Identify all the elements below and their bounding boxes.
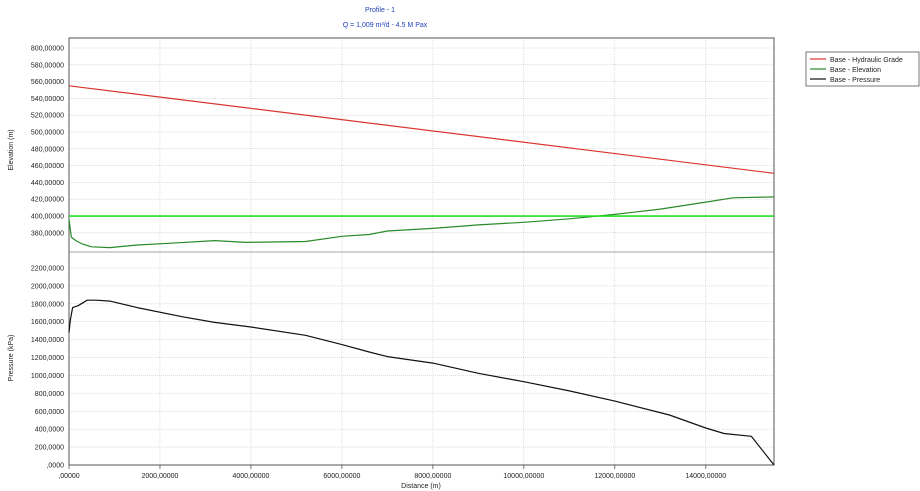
elevation-tick-label: 520,00000 [31,113,64,120]
pressure-tick-label: 400,0000 [35,427,64,434]
elevation-tick-label: 480,00000 [31,146,64,153]
pressure-axis-label: Pressure (kPa) [8,335,15,382]
series-base-pressure [68,299,775,466]
chart-title: Profile - 1 [365,7,395,14]
pressure-tick-label: ,0000 [46,463,64,470]
pressure-tick-label: 600,0000 [35,409,64,416]
legend-pressure: Base - Pressure [830,77,880,84]
x-tick-label: 10000,00000 [503,473,544,480]
pressure-tick-label: 1200,0000 [31,355,64,362]
elevation-tick-label: 540,00000 [31,96,64,103]
pressure-tick-label: 2000,0000 [31,283,64,290]
distance-axis-label: Distance (m) [401,483,441,490]
x-tick-label: 14000,00000 [685,473,726,480]
x-tick-label: 4000,00000 [232,473,269,480]
plot-frame [68,37,775,466]
pressure-tick-label: 1000,0000 [31,373,64,380]
elevation-tick-label: 440,00000 [31,180,64,187]
pressure-tick-label: 200,0000 [35,445,64,452]
pressure-tick-label: 1800,0000 [31,301,64,308]
x-tick-label: 12000,00000 [594,473,635,480]
distance-tick-labels: ,00000 2000,00000 4000,00000 6000,00000 8000… [58,465,726,480]
pressure-tick-label: 2200,0000 [31,266,64,273]
legend-elevation: Base - Elevation [830,67,881,74]
elevation-tick-label: 380,00000 [31,230,64,237]
elevation-tick-label: 400,00000 [31,214,64,221]
upper-gridlines [69,47,774,234]
x-tick-label: 8000,00000 [414,473,451,480]
x-tick-label: ,00000 [58,473,80,480]
lower-gridlines [69,267,774,448]
series-base-elevation [68,196,775,249]
pressure-tick-label: 1400,0000 [31,337,64,344]
pressure-tick-labels: 2200,0000 2000,0000 1800,0000 1600,0000 1400… [31,266,64,470]
x-tick-label: 6000,00000 [323,473,360,480]
elevation-tick-label: 500,00000 [31,130,64,137]
elevation-tick-labels: 800,00000 580,00000 560,00000 540,00000 520,… [31,46,64,238]
series-lines [68,85,775,466]
elevation-tick-label: 560,00000 [31,79,64,86]
x-tick-label: 2000,00000 [141,473,178,480]
elevation-tick-label: 580,00000 [31,62,64,69]
legend: Base - Hydraulic Grade Base - Elevation … [805,51,920,87]
elevation-tick-label: 460,00000 [31,163,64,170]
pressure-tick-label: 800,0000 [35,391,64,398]
elevation-axis-label: Elevation (m) [8,129,15,170]
chart-subtitle: Q = 1,009 m³/d - 4.5 M Pax [343,22,428,29]
pressure-tick-label: 1600,0000 [31,319,64,326]
series-base-hydraulic-grade [68,85,775,174]
elevation-tick-label: 420,00000 [31,197,64,204]
vertical-gridlines [159,38,707,465]
legend-hydraulic-grade: Base - Hydraulic Grade [830,57,903,64]
elevation-tick-label: 800,00000 [31,46,64,53]
